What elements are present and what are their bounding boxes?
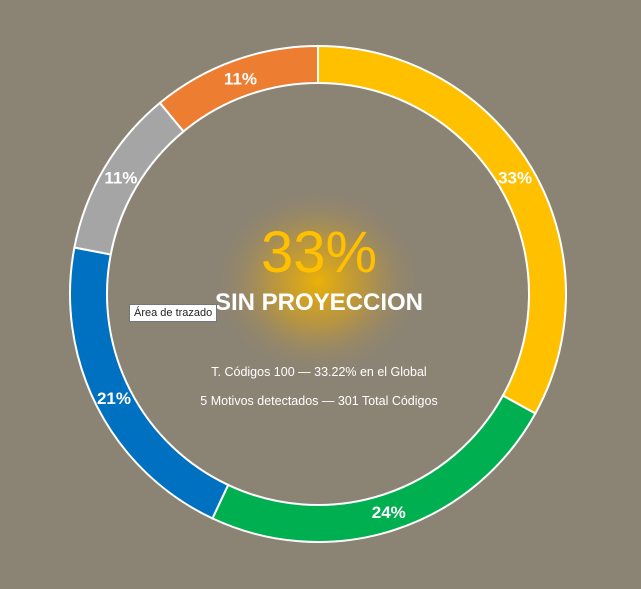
plot-area-tooltip: Área de trazado bbox=[129, 304, 218, 322]
doughnut-slice-5[interactable] bbox=[158, 44, 319, 133]
slice-label-1: 33% bbox=[498, 168, 532, 187]
slice-label-4: 11% bbox=[104, 168, 137, 187]
doughnut-slices bbox=[69, 44, 567, 543]
center-title: SIN PROYECCION bbox=[215, 289, 423, 316]
center-percentage: 33% bbox=[261, 220, 377, 285]
slice-label-5: 11% bbox=[224, 70, 257, 89]
center-glow bbox=[210, 184, 426, 380]
doughnut-slice-3[interactable] bbox=[69, 246, 230, 520]
center-line-2: 5 Motivos detectados — 301 Total Códigos bbox=[200, 394, 437, 408]
slice-label-2: 24% bbox=[372, 503, 406, 522]
center-line-1: T. Códigos 100 — 33.22% en el Global bbox=[211, 365, 426, 379]
slice-label-3: 21% bbox=[97, 389, 131, 408]
slice-labels: 33% 24% 21% 11% 11% bbox=[97, 70, 532, 522]
